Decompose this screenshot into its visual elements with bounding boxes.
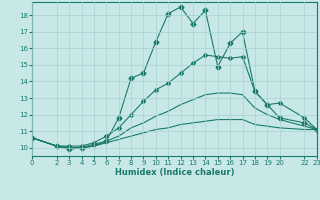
X-axis label: Humidex (Indice chaleur): Humidex (Indice chaleur) — [115, 168, 234, 177]
